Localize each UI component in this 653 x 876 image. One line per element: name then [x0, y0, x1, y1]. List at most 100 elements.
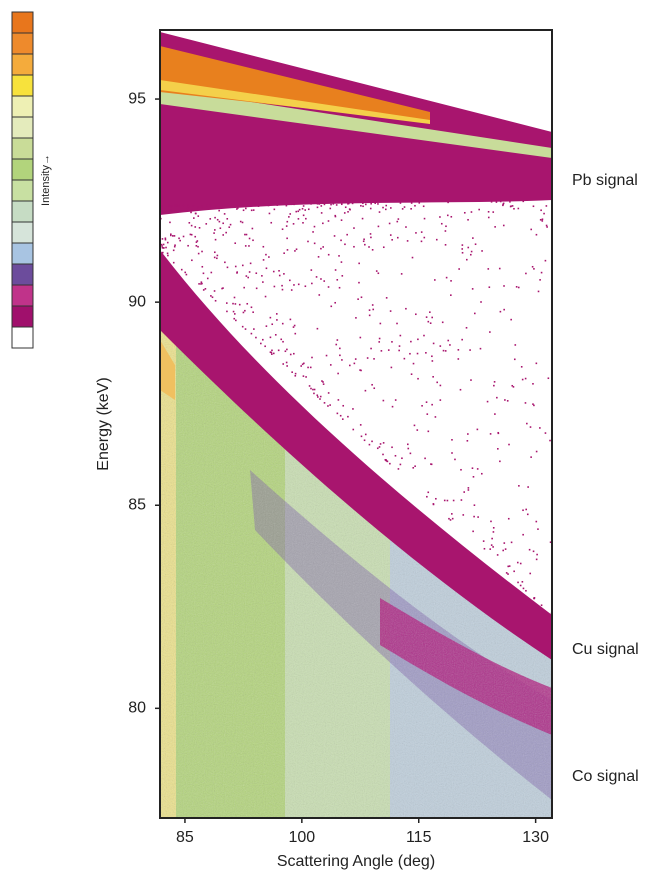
- dot: [411, 256, 414, 259]
- dot: [316, 394, 319, 397]
- dot: [301, 363, 304, 366]
- dot: [502, 204, 504, 207]
- dot: [182, 204, 185, 207]
- dot: [273, 285, 276, 288]
- y-tick-label: 90: [128, 293, 146, 310]
- dot: [269, 351, 272, 353]
- dot: [191, 209, 193, 211]
- colorbar-cell: [11, 305, 34, 328]
- dot: [248, 271, 251, 273]
- dot: [201, 282, 203, 285]
- dot: [251, 227, 254, 230]
- dot: [336, 339, 339, 341]
- dot: [543, 212, 545, 215]
- dot: [333, 235, 336, 237]
- dot: [439, 216, 441, 218]
- dot: [302, 214, 305, 217]
- dot: [492, 531, 495, 533]
- dot: [368, 246, 370, 248]
- dot: [265, 253, 267, 256]
- dot: [218, 220, 221, 223]
- dot: [445, 276, 448, 279]
- dot: [216, 254, 219, 257]
- dot: [469, 349, 471, 351]
- dot: [233, 317, 236, 320]
- dot: [358, 262, 360, 265]
- dot: [269, 316, 272, 319]
- dot: [270, 221, 273, 224]
- dot: [492, 527, 495, 529]
- dot: [502, 203, 504, 206]
- dot: [252, 209, 255, 211]
- dot: [549, 541, 552, 544]
- dot: [214, 229, 216, 231]
- dot: [544, 432, 547, 434]
- dot: [461, 248, 464, 250]
- dot: [197, 215, 200, 217]
- dot: [493, 384, 495, 387]
- dot: [226, 218, 229, 220]
- dot: [170, 233, 172, 236]
- dot: [417, 338, 419, 341]
- dot: [460, 468, 462, 471]
- dot: [189, 233, 192, 236]
- dot: [226, 266, 229, 269]
- dot: [292, 326, 295, 328]
- dot: [490, 520, 492, 523]
- dot: [502, 202, 505, 205]
- dot: [234, 265, 237, 268]
- dot: [309, 366, 312, 369]
- dot: [322, 383, 325, 385]
- dot: [187, 244, 189, 247]
- dot: [349, 364, 351, 367]
- colorbar-cell: [11, 221, 34, 244]
- dot: [226, 310, 228, 313]
- dot: [409, 352, 411, 355]
- x-tick-label: 100: [288, 829, 315, 846]
- dot: [343, 212, 346, 214]
- dot: [503, 285, 505, 287]
- dot: [535, 520, 538, 523]
- x-tick-label: 115: [406, 829, 432, 846]
- dot: [253, 328, 255, 330]
- dot: [245, 207, 247, 210]
- pb-peak-edge: [160, 80, 430, 124]
- dot: [341, 418, 344, 420]
- dot: [461, 244, 464, 246]
- dot: [396, 236, 399, 239]
- dot: [304, 285, 307, 288]
- dot: [250, 306, 253, 309]
- dot: [391, 341, 393, 343]
- dot: [364, 389, 367, 392]
- dot: [195, 212, 197, 215]
- dot: [396, 220, 399, 223]
- dot: [282, 363, 285, 365]
- dot: [190, 211, 192, 214]
- annotation: Pb signal: [572, 172, 638, 189]
- dot: [277, 349, 280, 352]
- dot: [161, 238, 164, 240]
- dot: [512, 386, 515, 388]
- dot: [320, 247, 322, 250]
- dot: [283, 252, 285, 254]
- dot: [492, 546, 494, 548]
- dot: [513, 207, 515, 210]
- dot: [353, 362, 356, 365]
- dot: [307, 366, 309, 369]
- dot: [349, 208, 351, 211]
- dot: [369, 233, 372, 235]
- dot: [426, 413, 429, 415]
- pb-stripe: [160, 88, 552, 158]
- dot: [260, 342, 262, 345]
- dot: [410, 202, 413, 204]
- dot: [213, 256, 216, 259]
- dot: [371, 440, 373, 443]
- dot: [174, 210, 177, 213]
- dot: [431, 355, 433, 358]
- dot: [377, 203, 379, 205]
- plot-frame: [159, 29, 553, 819]
- dot: [323, 402, 326, 404]
- dot: [414, 465, 416, 468]
- dot: [459, 388, 462, 391]
